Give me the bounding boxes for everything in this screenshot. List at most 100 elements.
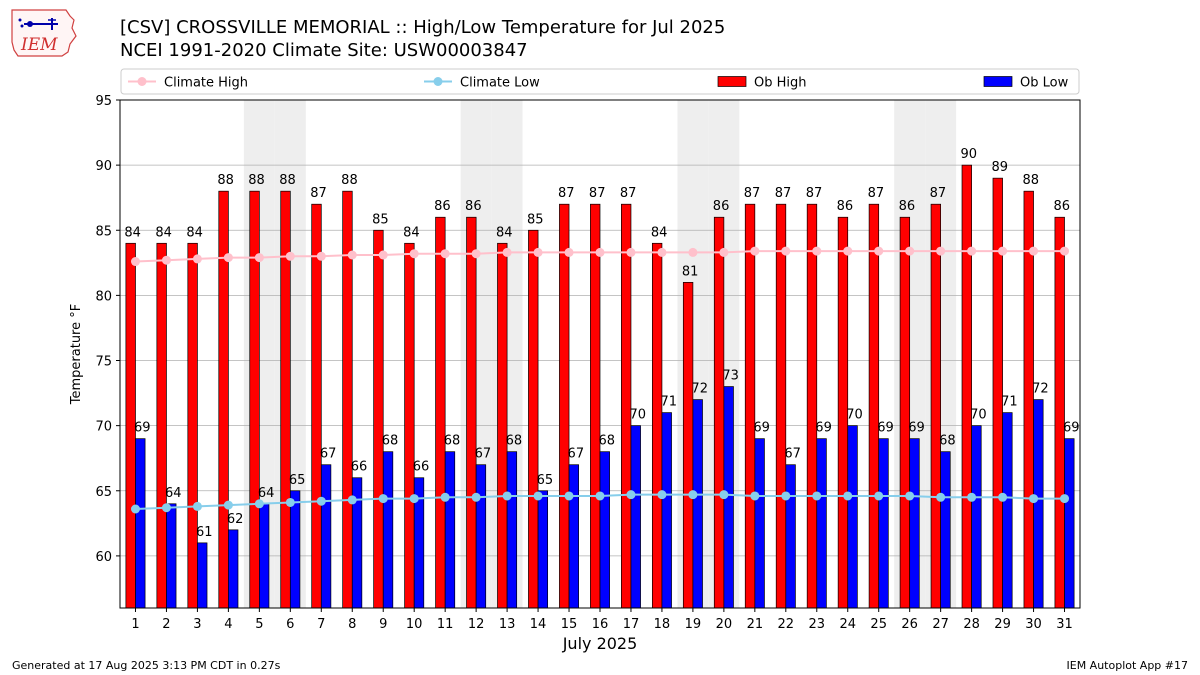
ob-low-label-8: 66 [351,460,368,475]
climate-high-point-10 [409,249,419,259]
ob-high-bar-11 [435,216,446,609]
xtick-label-6: 6 [286,617,294,632]
climate-low-point-10 [409,494,419,504]
iem-logo-graphic: IEM [11,9,77,57]
ob-low-bar-27 [940,451,951,609]
ob-high-bar-15 [559,203,570,609]
ob-high-bar-20 [713,216,725,609]
ob-low-bar-18 [661,412,672,609]
climate-low-point-28 [967,492,977,502]
ob-low-label-21: 69 [753,421,770,436]
climate-high-point-18 [657,247,667,257]
ytick-label-80: 80 [95,289,112,304]
ob-high-label-14: 85 [527,212,544,227]
ob-low-bar-30 [1033,399,1044,609]
ob-high-bar-31 [1054,216,1065,609]
climate-high-point-13 [502,247,512,257]
ob-high-label-3: 84 [186,225,203,240]
ob-low-bar-29 [1002,412,1013,609]
ob-high-label-10: 84 [403,225,420,240]
ob-low-label-24: 70 [846,408,863,423]
ob-low-bar-5 [259,503,270,609]
ob-low-label-22: 67 [784,447,801,462]
climate-high-point-14 [533,247,543,257]
climate-low-point-16 [595,491,605,501]
ob-low-bar-4 [228,529,239,609]
xtick-label-24: 24 [839,617,856,632]
ob-low-bar-3 [197,542,208,609]
ob-low-bar-1 [135,438,146,609]
ob-low-bar-24 [847,425,858,609]
xtick-label-17: 17 [623,617,640,632]
xtick-label-30: 30 [1025,617,1042,632]
ob-low-bar-31 [1064,438,1075,609]
ob-high-label-1: 84 [124,225,141,240]
xtick-label-14: 14 [530,617,547,632]
climate-low-point-27 [936,492,946,502]
ob-high-label-2: 84 [155,225,172,240]
ob-low-bar-11 [444,451,456,609]
climate-high-point-4 [223,253,233,263]
ob-high-label-28: 90 [961,147,978,162]
climate-low-point-30 [1029,494,1039,504]
climate-low-point-2 [161,503,171,513]
climate-high-point-11 [440,249,450,259]
ob-low-label-7: 67 [320,447,337,462]
ob-low-label-15: 67 [568,447,585,462]
xtick-label-21: 21 [747,617,764,632]
ob-high-bar-7 [311,203,322,609]
ob-low-bar-16 [599,451,610,609]
ob-low-bar-12 [475,464,487,609]
climate-high-point-19 [688,247,698,257]
climate-low-point-6 [285,497,295,507]
climate-low-point-9 [378,494,388,504]
climate-low-point-11 [440,492,450,502]
ob-low-bar-15 [568,464,579,609]
climate-high-point-8 [347,250,357,260]
ob-high-label-6: 88 [279,173,296,188]
xtick-label-5: 5 [255,617,263,632]
ob-low-label-10: 66 [413,460,430,475]
ob-high-label-18: 84 [651,225,668,240]
climate-high-point-12 [471,249,481,259]
climate-high-point-29 [998,246,1008,256]
ytick-label-90: 90 [95,159,112,174]
climate-high-point-25 [874,246,884,256]
ob-high-label-19: 81 [682,264,699,279]
ob-low-label-23: 69 [815,421,832,436]
y-axis-label: Temperature °F [69,304,84,405]
xtick-label-3: 3 [193,617,201,632]
ob-high-label-5: 88 [248,173,265,188]
xtick-label-11: 11 [437,617,454,632]
ob-high-bar-10 [404,242,415,609]
ob-high-label-23: 87 [806,186,823,201]
climate-high-point-1 [130,257,140,267]
ob-high-bar-17 [621,203,632,609]
ob-high-label-25: 87 [868,186,885,201]
ob-high-bar-22 [775,203,787,609]
x-axis: 1 2 3 4 5 6 7 8 9 10 11 12 13 14 15 16 17 18 19 20 21 22 23 24 2… [131,608,1073,632]
ob-high-label-30: 88 [1022,173,1039,188]
ob-high-label-11: 86 [434,199,451,214]
climate-low-point-22 [781,491,791,501]
ob-high-bar-29 [992,177,1003,609]
climate-high-point-15 [564,247,574,257]
climate-high-point-28 [967,246,977,256]
ytick-label-85: 85 [95,224,112,239]
ob-high-bar-18 [651,242,663,609]
climate-low-point-1 [130,504,140,514]
ob-low-bar-13 [506,451,518,609]
xtick-label-22: 22 [778,617,795,632]
chart-subtitle: NCEI 1991-2020 Climate Site: USW00003847 [120,40,528,61]
climate-low-point-18 [657,490,667,500]
ob-low-bar-9 [382,451,394,609]
climate-high-point-26 [905,246,915,256]
chart-title: [CSV] CROSSVILLE MEMORIAL :: High/Low Te… [120,17,726,38]
ob-high-bar-3 [187,242,198,609]
ytick-label-75: 75 [95,355,112,370]
ob-low-label-31: 69 [1063,421,1080,436]
ob-high-label-16: 87 [589,186,606,201]
ob-high-legend-label: Ob High [754,76,807,91]
climate-high-point-31 [1060,246,1070,256]
climate-high-point-30 [1029,246,1039,256]
